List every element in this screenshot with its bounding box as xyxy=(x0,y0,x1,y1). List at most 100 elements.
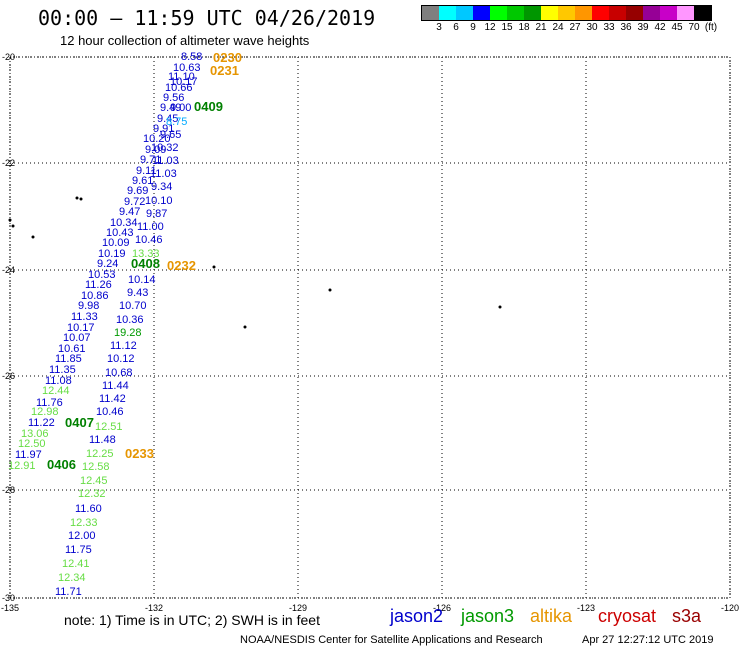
swh-value: 10.36 xyxy=(116,314,144,326)
colorbar-swatch xyxy=(422,6,439,20)
swh-value: 11.35 xyxy=(49,364,76,376)
colorbar-swatches xyxy=(421,5,712,21)
swh-value: 12.44 xyxy=(42,385,70,397)
swh-value: 9.98 xyxy=(78,300,99,312)
lat-tick-label: -30 xyxy=(2,593,15,603)
swh-value: 9.00 xyxy=(170,102,191,114)
swh-value: 8.58 xyxy=(181,51,202,63)
map-border xyxy=(9,56,731,599)
colorbar-swatch xyxy=(575,6,592,20)
swh-value: 10.68 xyxy=(105,367,133,379)
swh-value: 12.00 xyxy=(68,530,96,542)
pass-time-label: 0231 xyxy=(210,63,239,78)
lon-tick-label: -135 xyxy=(1,603,19,613)
swh-value: 9.45 xyxy=(157,113,178,125)
swh-value: 12.91 xyxy=(8,460,36,472)
swh-value: 10.43 xyxy=(106,227,134,239)
colorbar-tick-label: 21 xyxy=(535,22,547,33)
colorbar-swatch xyxy=(439,6,456,20)
swh-value: 11.03 xyxy=(152,155,179,167)
legend-entry-cryosat: cryosat xyxy=(598,606,657,626)
colorbar-tick-label: 39 xyxy=(637,22,649,33)
swh-value: 12.51 xyxy=(95,421,123,433)
pass-time-label: 0233 xyxy=(125,446,154,461)
colorbar-tick-label: 33 xyxy=(603,22,615,33)
swh-value: 11.71 xyxy=(55,586,82,598)
pass-time-label: 0230 xyxy=(213,50,242,65)
colorbar-swatch xyxy=(541,6,558,20)
swh-value: 9.11 xyxy=(136,165,157,177)
legend-entry-jason2: jason2 xyxy=(390,606,444,626)
colorbar-tick-label: 70 xyxy=(688,22,700,33)
swh-value: 12.58 xyxy=(82,461,110,473)
swh-value: 11.48 xyxy=(89,434,116,446)
swh-value: 9.24 xyxy=(97,258,118,270)
swh-value: 9.43 xyxy=(127,287,148,299)
pass-time-label: 0407 xyxy=(65,415,94,430)
units-note: note: 1) Time is in UTC; 2) SWH is in fe… xyxy=(64,612,320,628)
colorbar-labels: 3 6 9 12 15 18 21 24 27 30 33 36 39 42 45 70 (ft) xyxy=(421,22,740,34)
colorbar-swatch xyxy=(507,6,524,20)
swh-value: 9.61 xyxy=(132,175,153,187)
swh-value: 9.71 xyxy=(140,154,161,166)
colorbar-swatch xyxy=(609,6,626,20)
colorbar-swatch xyxy=(643,6,660,20)
swh-value: 11.22 xyxy=(28,417,55,429)
swh-value: 11.26 xyxy=(85,279,112,291)
island-marker xyxy=(31,235,35,239)
swh-value: 10.46 xyxy=(96,406,124,418)
island-marker xyxy=(212,265,216,269)
swh-value: 10.12 xyxy=(107,353,135,365)
swh-value: 11.97 xyxy=(15,449,42,461)
swh-value: 11.60 xyxy=(75,503,102,515)
colorbar-tick-label: 42 xyxy=(654,22,666,33)
colorbar-tick-label: 15 xyxy=(501,22,513,33)
lon-tick-label: -123 xyxy=(577,603,595,613)
swh-value: 11.00 xyxy=(137,221,164,233)
pass-time-label: 0406 xyxy=(47,457,76,472)
swh-value: 9.56 xyxy=(163,92,184,104)
swh-value: 8.75 xyxy=(166,116,187,128)
swh-value: 9.49 xyxy=(160,102,181,114)
lon-tick-label: -126 xyxy=(433,603,451,613)
lon-tick-label: -132 xyxy=(145,603,163,613)
colorbar-swatch xyxy=(677,6,694,20)
legend-entry-jason3: jason3 xyxy=(461,606,515,626)
pass-time-label: 0232 xyxy=(167,258,196,273)
swh-value: 13.33 xyxy=(132,248,160,260)
swh-value: 11.10 xyxy=(168,71,195,83)
legend-entry-altika: altika xyxy=(530,606,573,626)
swh-value: 11.44 xyxy=(102,380,129,392)
swh-value: 10.07 xyxy=(63,332,91,344)
colorbar-swatch xyxy=(558,6,575,20)
island-marker xyxy=(328,288,332,292)
map-frame xyxy=(9,56,731,599)
swh-value: 10.14 xyxy=(128,274,156,286)
swh-value: 12.25 xyxy=(86,448,114,460)
lat-tick-label: -28 xyxy=(2,485,15,495)
colorbar-swatch xyxy=(456,6,473,20)
colorbar-swatch xyxy=(524,6,541,20)
island-marker xyxy=(11,224,15,228)
island-marker xyxy=(8,218,12,222)
swh-value: 9.34 xyxy=(151,181,172,193)
swh-value: 10.34 xyxy=(110,217,138,229)
credit-text: NOAA/NESDIS Center for Satellite Applica… xyxy=(240,634,543,646)
timestamp-text: Apr 27 12:27:12 UTC 2019 xyxy=(582,634,714,646)
lon-tick-label: -129 xyxy=(289,603,307,613)
colorbar-tick-label: 3 xyxy=(436,22,442,33)
colorbar-tick-label: 27 xyxy=(569,22,581,33)
legend-entry-s3a: s3a xyxy=(672,606,702,626)
colorbar-tick-label: 18 xyxy=(518,22,530,33)
swh-value: 12.33 xyxy=(70,517,98,529)
swh-value: 10.17 xyxy=(67,322,95,334)
swh-value: 10.32 xyxy=(151,142,179,154)
page-subtitle: 12 hour collection of altimeter wave hei… xyxy=(60,33,310,48)
swh-value: 10.66 xyxy=(165,82,193,94)
colorbar-tick-label: 30 xyxy=(586,22,598,33)
swh-value: 12.34 xyxy=(58,572,86,584)
lat-tick-label: -26 xyxy=(2,371,15,381)
colorbar-swatch xyxy=(626,6,643,20)
swh-value: 9.69 xyxy=(127,185,148,197)
